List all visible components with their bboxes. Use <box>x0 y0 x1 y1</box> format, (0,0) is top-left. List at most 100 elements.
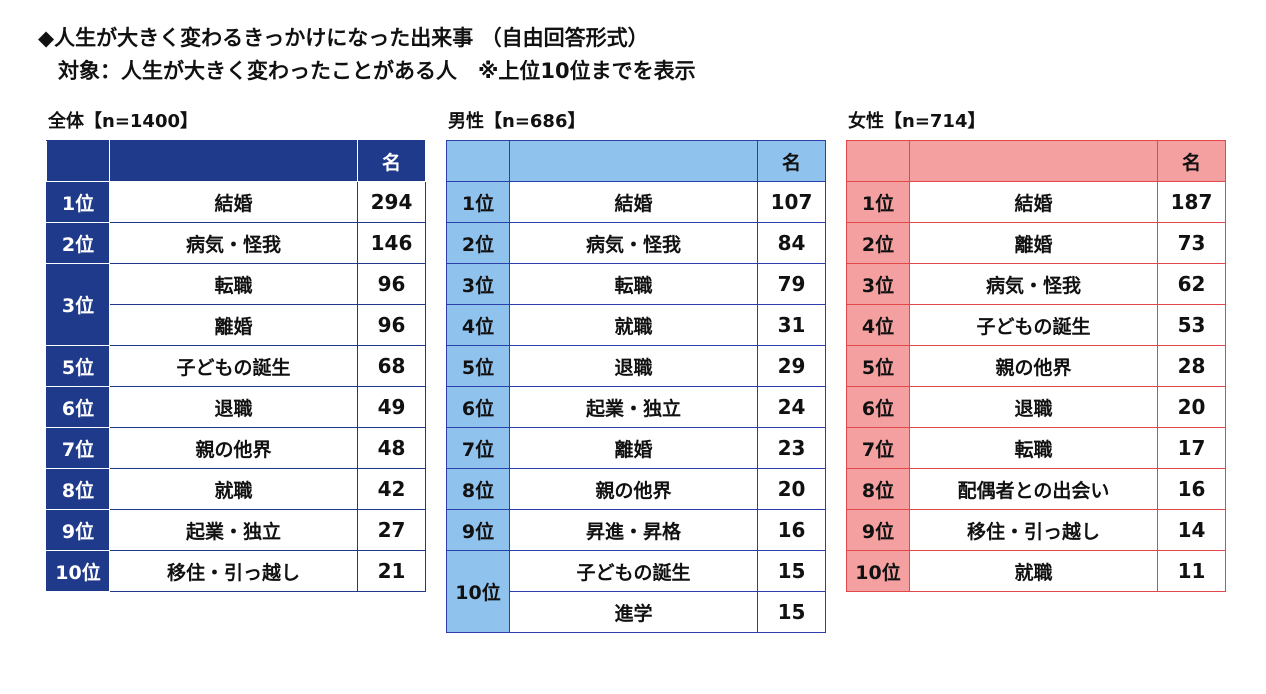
panel-male: 男性【n=686】 名 1位 結婚 107 2位 病気・怪我 84 3位 転職 79 4位 就職 31 5… <box>446 107 826 633</box>
table-row: 7位 転職 17 <box>846 427 1226 469</box>
count-cell: 23 <box>757 427 826 469</box>
item-cell: 就職 <box>109 468 358 510</box>
rank-cell: 8位 <box>46 468 110 510</box>
rank-cell: 1位 <box>46 181 110 223</box>
header-item <box>109 140 358 182</box>
rank-cell: 6位 <box>46 386 110 428</box>
rank-cell: 10位 <box>846 550 910 592</box>
rank-cell: 5位 <box>446 345 510 387</box>
table-row: 8位 配偶者との出会い 16 <box>846 468 1226 510</box>
header-rank <box>846 140 910 182</box>
item-cell: 病気・怪我 <box>909 263 1158 305</box>
item-cell: 子どもの誕生 <box>509 550 758 592</box>
rank-cell: 2位 <box>446 222 510 264</box>
table-row: 9位 昇進・昇格 16 <box>446 509 826 551</box>
table-row: 8位 就職 42 <box>46 468 426 510</box>
count-cell: 84 <box>757 222 826 264</box>
item-cell: 移住・引っ越し <box>909 509 1158 551</box>
count-cell: 146 <box>357 222 426 264</box>
table-row: 6位 起業・独立 24 <box>446 386 826 428</box>
table-row: 進学 15 <box>447 591 826 633</box>
table-row: 5位 子どもの誕生 68 <box>46 345 426 387</box>
rank-cell: 9位 <box>46 509 110 551</box>
rank-cell: 8位 <box>846 468 910 510</box>
table-row: 1位 結婚 107 <box>446 181 826 223</box>
item-cell: 離婚 <box>509 427 758 469</box>
table-row: 2位 病気・怪我 146 <box>46 222 426 264</box>
rank-cell: 1位 <box>446 181 510 223</box>
rank-cell: 10位 <box>46 550 110 592</box>
item-cell: 親の他界 <box>909 345 1158 387</box>
count-cell: 62 <box>1157 263 1226 305</box>
table-row: 10位 就職 11 <box>846 550 1226 592</box>
header-count: 名 <box>357 140 426 182</box>
header-count: 名 <box>757 140 826 182</box>
count-cell: 20 <box>1157 386 1226 428</box>
rank-cell: 5位 <box>46 345 110 387</box>
item-cell: 転職 <box>109 263 358 305</box>
panel-title-all: 全体【n=1400】 <box>48 111 198 132</box>
item-cell: 結婚 <box>109 181 358 223</box>
table-row: 7位 親の他界 48 <box>46 427 426 469</box>
rank-cell: 1位 <box>846 181 910 223</box>
rank-cell: 7位 <box>46 427 110 469</box>
item-cell: 就職 <box>909 550 1158 592</box>
header-item <box>509 140 758 182</box>
item-cell: 結婚 <box>509 181 758 223</box>
table-row: 10位 移住・引っ越し 21 <box>46 550 426 592</box>
table-row: 5位 退職 29 <box>446 345 826 387</box>
count-cell: 42 <box>357 468 426 510</box>
chart-title: ◆人生が大きく変わるきっかけになった出来事 （自由回答形式） <box>38 26 649 50</box>
item-cell: 親の他界 <box>509 468 758 510</box>
table-header-row: 名 <box>446 140 826 182</box>
rank-cell: 9位 <box>846 509 910 551</box>
count-cell: 20 <box>757 468 826 510</box>
count-cell: 73 <box>1157 222 1226 264</box>
rank-cell: 6位 <box>446 386 510 428</box>
rank-cell: 5位 <box>846 345 910 387</box>
table-row: 6位 退職 49 <box>46 386 426 428</box>
rank-cell: 10位 <box>446 550 510 633</box>
table-row: 2位 病気・怪我 84 <box>446 222 826 264</box>
rank-cell: 6位 <box>846 386 910 428</box>
table-row: 1位 結婚 294 <box>46 181 426 223</box>
table-row: 9位 移住・引っ越し 14 <box>846 509 1226 551</box>
rank-cell: 8位 <box>446 468 510 510</box>
table-row: 離婚 96 <box>47 304 426 346</box>
item-cell: 離婚 <box>909 222 1158 264</box>
count-cell: 53 <box>1157 304 1226 346</box>
ranking-table-male: 名 1位 結婚 107 2位 病気・怪我 84 3位 転職 79 4位 就職 31 5位 退職 29 6位 起業・… <box>446 140 826 633</box>
rank-cell: 7位 <box>446 427 510 469</box>
table-row: 9位 起業・独立 27 <box>46 509 426 551</box>
item-cell: 退職 <box>909 386 1158 428</box>
header-rank <box>446 140 510 182</box>
count-cell: 15 <box>757 550 826 592</box>
item-cell: 病気・怪我 <box>509 222 758 264</box>
ranking-table-female: 名 1位 結婚 187 2位 離婚 73 3位 病気・怪我 62 4位 子どもの誕生 53 5位 親の他界 2… <box>846 140 1226 592</box>
table-row: 10位 子どもの誕生 15 <box>446 550 826 633</box>
table-row: 6位 退職 20 <box>846 386 1226 428</box>
item-cell: 退職 <box>509 345 758 387</box>
count-cell: 21 <box>357 550 426 592</box>
table-header-row: 名 <box>46 140 426 182</box>
item-cell: 起業・独立 <box>509 386 758 428</box>
item-cell: 進学 <box>509 591 758 633</box>
count-cell: 31 <box>757 304 826 346</box>
rank-cell: 3位 <box>846 263 910 305</box>
count-cell: 79 <box>757 263 826 305</box>
header-item <box>909 140 1158 182</box>
header-rank <box>46 140 110 182</box>
item-cell: 子どもの誕生 <box>909 304 1158 346</box>
item-cell: 親の他界 <box>109 427 358 469</box>
count-cell: 28 <box>1157 345 1226 387</box>
table-row: 3位 転職 96 <box>46 263 426 346</box>
count-cell: 16 <box>757 509 826 551</box>
item-cell: 病気・怪我 <box>109 222 358 264</box>
panel-female: 女性【n=714】 名 1位 結婚 187 2位 離婚 73 3位 病気・怪我 62 4位 子どもの誕… <box>846 107 1226 592</box>
chart-subtitle: 対象：人生が大きく変わったことがある人 ※上位10位までを表示 <box>58 59 696 83</box>
count-cell: 187 <box>1157 181 1226 223</box>
rank-cell: 3位 <box>46 263 110 346</box>
count-cell: 27 <box>357 509 426 551</box>
item-cell: 結婚 <box>909 181 1158 223</box>
item-cell: 就職 <box>509 304 758 346</box>
